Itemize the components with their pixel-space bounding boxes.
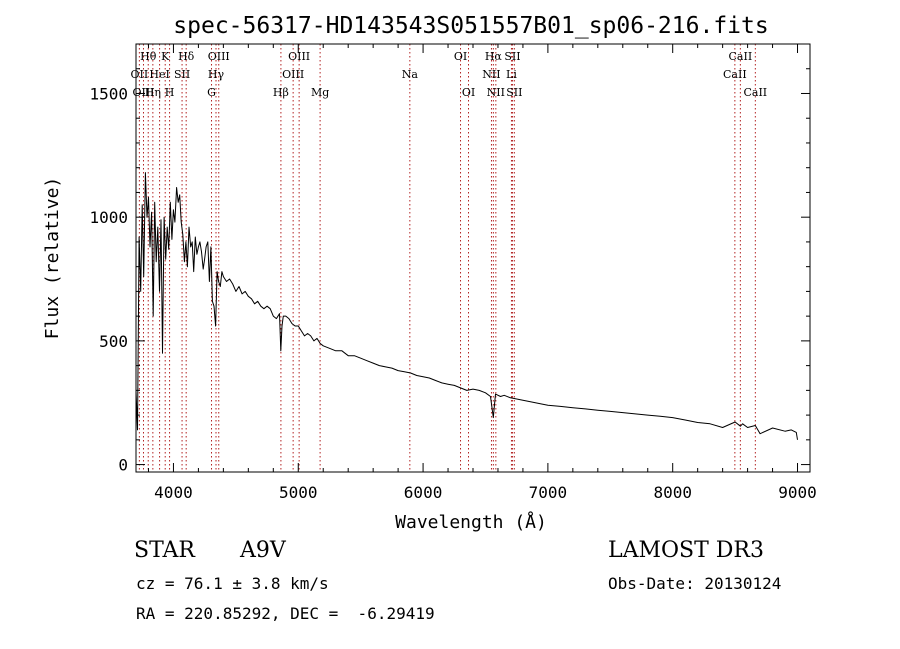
- line-label: H: [165, 86, 175, 99]
- line-label: OI: [454, 50, 467, 63]
- line-label: Li: [506, 68, 517, 81]
- chart-title: spec-56317-HD143543S051557B01_sp06-216.f…: [173, 13, 768, 39]
- y-tick-label: 500: [99, 332, 128, 351]
- line-label: NII: [482, 68, 500, 81]
- line-label: OII: [131, 68, 149, 81]
- line-label: SII: [504, 50, 520, 63]
- survey-name: LAMOST DR3: [608, 538, 764, 563]
- line-label: CaII: [743, 86, 767, 99]
- line-label: Hδ: [178, 50, 195, 63]
- spectrum-series: [135, 172, 798, 440]
- line-label: OIII: [132, 86, 154, 99]
- redshift-text: cz = 76.1 ± 3.8 km/s: [136, 574, 329, 593]
- line-label: Mg: [311, 86, 329, 99]
- spectrum-line: [135, 172, 798, 440]
- y-tick-label: 1500: [89, 84, 128, 103]
- x-tick-label: 7000: [529, 483, 568, 502]
- line-label: Na: [402, 68, 419, 81]
- line-label: Hγ: [208, 68, 225, 81]
- y-axis: 0 500 1000 1500: [89, 68, 810, 475]
- x-axis-label: Wavelength (Å): [395, 511, 547, 533]
- plot-frame: [135, 43, 811, 473]
- line-label: CaII: [723, 68, 747, 81]
- y-axis-label: Flux (relative): [42, 177, 63, 340]
- line-label: Hη: [145, 86, 161, 99]
- line-label: SII: [506, 86, 522, 99]
- line-label: OIII: [288, 50, 310, 63]
- x-tick-label: 8000: [653, 483, 692, 502]
- y-tick-label: 1000: [89, 208, 128, 227]
- line-label: SII: [174, 68, 190, 81]
- obs-date: Obs-Date: 20130124: [608, 574, 782, 593]
- x-tick-label: 6000: [404, 483, 443, 502]
- x-tick-label: 9000: [778, 483, 817, 502]
- coordinates-text: RA = 220.85292, DEC = -6.29419: [136, 604, 435, 623]
- spectral-line-labels: Hθ OII OIII K HeI Hη Hδ SII H OIII Hγ G OIII OIII Hβ Mg…: [131, 50, 768, 99]
- spectral-line-markers: [138, 44, 756, 472]
- object-subclass: A9V: [240, 538, 286, 563]
- line-label: Hα: [485, 50, 503, 63]
- x-tick-label: 4000: [154, 483, 193, 502]
- line-label: K: [161, 50, 170, 63]
- line-label: OI: [462, 86, 475, 99]
- line-label: OIII: [208, 50, 230, 63]
- x-tick-label: 5000: [279, 483, 318, 502]
- line-label: HeI: [149, 68, 169, 81]
- line-label: CaII: [729, 50, 753, 63]
- y-tick-label: 0: [118, 456, 128, 475]
- line-label: Hθ: [140, 50, 157, 63]
- object-class: STAR: [134, 538, 195, 563]
- line-label: Hβ: [273, 86, 289, 99]
- line-label: OIII: [282, 68, 304, 81]
- line-label: NII: [487, 86, 505, 99]
- line-label: G: [207, 86, 216, 99]
- x-axis: 4000 5000 6000 7000 8000 9000: [147, 44, 817, 502]
